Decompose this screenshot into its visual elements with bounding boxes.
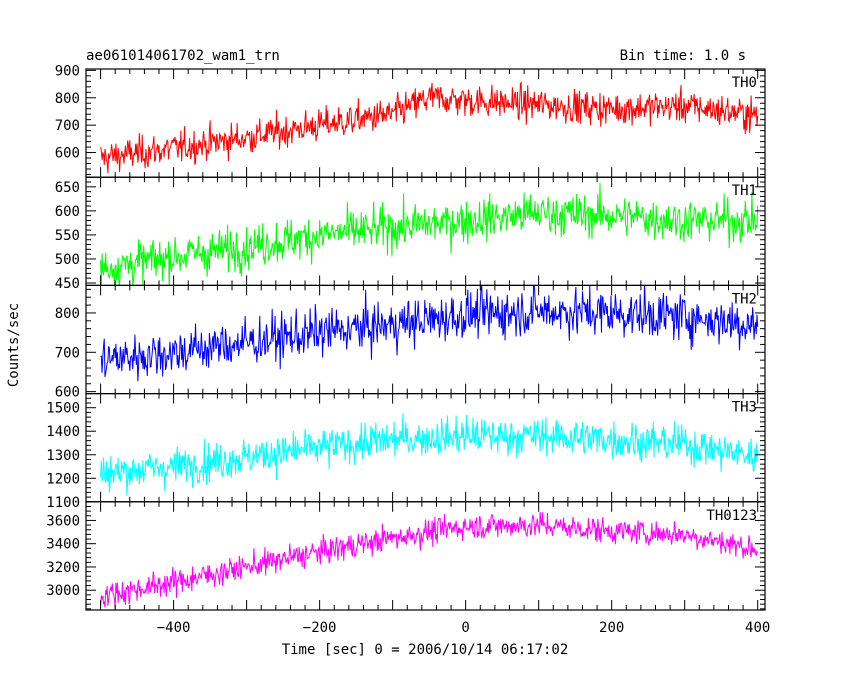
panel-th2: 600 700 800 TH2 (55, 284, 766, 401)
x-tick-label: −200 (303, 620, 337, 636)
y-tick-label: 1300 (46, 448, 80, 464)
x-tick-label: 200 (599, 620, 624, 636)
series-th2 (100, 285, 759, 382)
y-tick-label: 1100 (46, 495, 80, 511)
panel-th0123: 3000 3200 3400 3600 TH0123 (46, 501, 766, 611)
panel-label: TH0 (732, 75, 757, 91)
bin-time-label: Bin time: 1.0 s (620, 48, 746, 64)
y-tick-label: 800 (55, 91, 80, 107)
series-th0 (100, 80, 759, 174)
y-tick-label: 3200 (46, 560, 80, 576)
y-tick-label: 600 (55, 146, 80, 162)
y-tick-label: 900 (55, 63, 80, 79)
x-axis-label: Time [sec] 0 = 2006/10/14 06:17:02 (282, 642, 569, 658)
y-tick-label: 650 (55, 180, 80, 196)
x-axis: −400 −200 0 200 400 (157, 620, 771, 636)
panel-label: TH2 (732, 291, 757, 307)
panel-label: TH3 (732, 400, 757, 416)
y-tick-label: 3000 (46, 583, 80, 599)
panels-group: 600 700 800 900 TH0 450 500 550 600 650 TH1 600 700 8… (46, 63, 766, 611)
panel-th3: 1100 1200 1300 1400 1500 TH3 (46, 393, 766, 511)
series-th1 (100, 183, 759, 286)
y-axis-label: Counts/sec (6, 303, 22, 387)
panel-frame (85, 68, 766, 178)
y-tick-label: 3600 (46, 513, 80, 529)
series-th0123 (100, 511, 759, 610)
panel-th1: 450 500 550 600 650 TH1 (55, 176, 766, 292)
panel-frame (85, 501, 766, 611)
panel-th0: 600 700 800 900 TH0 (55, 63, 766, 178)
y-tick-label: 500 (55, 252, 80, 268)
x-tick-label: −400 (157, 620, 191, 636)
y-tick-label: 700 (55, 118, 80, 134)
series-th3 (100, 413, 759, 496)
y-tick-label: 1500 (46, 401, 80, 417)
y-tick-label: 450 (55, 276, 80, 292)
y-tick-label: 3400 (46, 537, 80, 553)
chart-title: ae061014061702_wam1_trn (86, 48, 280, 64)
x-tick-label: 0 (461, 620, 469, 636)
y-tick-label: 700 (55, 345, 80, 361)
y-tick-label: 1200 (46, 471, 80, 487)
y-tick-label: 800 (55, 306, 80, 322)
panel-label: TH1 (732, 183, 757, 199)
y-tick-label: 550 (55, 228, 80, 244)
panel-label: TH0123 (706, 508, 757, 524)
y-tick-label: 600 (55, 204, 80, 220)
y-tick-label: 1400 (46, 424, 80, 440)
x-tick-label: 400 (745, 620, 770, 636)
y-tick-label: 600 (55, 385, 80, 401)
